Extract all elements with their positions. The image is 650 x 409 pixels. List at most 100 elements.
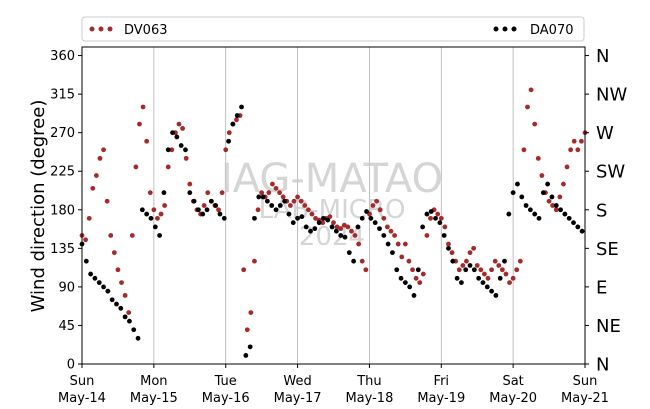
data-point xyxy=(485,275,491,281)
data-point xyxy=(333,228,339,234)
data-point xyxy=(514,267,520,273)
data-point xyxy=(97,155,103,161)
data-point xyxy=(496,263,502,268)
data-point xyxy=(313,215,318,221)
plot-area: IAG-MATAO LAB-MICRO 2024 xyxy=(79,46,588,365)
data-point xyxy=(273,207,279,213)
data-point xyxy=(139,207,145,213)
data-point xyxy=(144,211,150,217)
data-point xyxy=(208,198,214,204)
data-point xyxy=(165,147,171,153)
data-point xyxy=(217,211,223,217)
data-point xyxy=(456,267,462,273)
x-tick-day-label: Sun xyxy=(70,374,95,389)
data-point xyxy=(519,194,525,200)
data-point xyxy=(441,233,447,238)
x-tick-date-label: May-16 xyxy=(202,391,250,406)
data-point xyxy=(564,164,570,170)
series-dv063 xyxy=(79,87,588,333)
x-tick-day-label: Tue xyxy=(214,374,237,389)
data-point xyxy=(528,87,534,93)
data-point xyxy=(402,280,408,286)
data-point xyxy=(562,211,568,217)
data-point xyxy=(291,198,297,204)
data-point xyxy=(105,288,111,294)
data-point xyxy=(277,190,283,196)
data-point xyxy=(255,207,261,213)
data-point xyxy=(532,121,538,127)
x-tick-day-label: Sat xyxy=(502,374,523,389)
data-point xyxy=(437,220,443,226)
data-point xyxy=(557,194,563,200)
data-point xyxy=(372,220,378,226)
data-point xyxy=(507,280,512,286)
data-point xyxy=(256,194,262,200)
data-point xyxy=(96,280,102,286)
compass-label: S xyxy=(596,200,607,221)
data-point xyxy=(131,327,137,333)
data-point xyxy=(327,214,333,220)
data-point xyxy=(545,181,551,187)
compass-label: E xyxy=(596,277,607,298)
compass-label: W xyxy=(596,123,614,144)
data-point xyxy=(115,267,121,273)
data-point xyxy=(540,190,546,196)
data-point xyxy=(140,104,146,110)
data-point xyxy=(321,215,326,221)
data-point xyxy=(158,211,164,217)
data-point xyxy=(165,164,171,170)
data-point xyxy=(467,263,473,268)
data-point xyxy=(286,211,292,217)
data-point xyxy=(478,267,484,273)
data-point xyxy=(295,215,300,221)
compass-label: NE xyxy=(596,316,621,337)
data-point xyxy=(385,241,391,247)
data-point xyxy=(428,215,433,221)
data-point xyxy=(342,234,348,240)
data-point xyxy=(302,203,308,208)
data-point xyxy=(101,284,106,290)
y-tick-label: 225 xyxy=(50,165,75,180)
data-point xyxy=(464,258,469,264)
data-point xyxy=(489,288,494,294)
x-tick-day-label: Sun xyxy=(573,374,598,389)
data-point xyxy=(395,241,401,247)
data-point xyxy=(523,203,529,208)
data-point xyxy=(129,233,135,238)
data-point xyxy=(151,207,157,213)
compass-label: SW xyxy=(596,162,625,183)
data-point xyxy=(351,258,357,264)
data-point xyxy=(174,134,180,140)
data-point xyxy=(325,217,331,223)
data-point xyxy=(370,203,376,208)
data-point xyxy=(399,254,405,260)
x-gridlines xyxy=(153,47,514,364)
data-point xyxy=(359,215,365,221)
data-point xyxy=(234,117,239,123)
data-point xyxy=(550,203,556,208)
data-point xyxy=(392,233,397,238)
data-point xyxy=(273,185,279,191)
data-point xyxy=(104,198,110,204)
data-point xyxy=(568,147,574,153)
y-tick-label: 45 xyxy=(58,319,75,334)
x-tick-day-label: Fri xyxy=(434,374,450,389)
data-point xyxy=(196,207,201,213)
data-point xyxy=(133,164,139,170)
data-point xyxy=(101,147,106,153)
data-point xyxy=(517,258,523,264)
compass-axis: N NE E SE S SW W NW N xyxy=(585,46,627,376)
y-tick-label: 360 xyxy=(50,49,75,64)
data-point xyxy=(377,207,383,213)
legend: DV063 DA070 xyxy=(81,16,585,42)
data-point xyxy=(493,293,499,298)
data-point xyxy=(506,211,512,217)
data-point xyxy=(381,215,387,221)
data-point xyxy=(226,138,231,144)
data-point xyxy=(135,335,141,341)
data-point xyxy=(482,271,487,277)
data-point xyxy=(191,198,197,204)
data-point xyxy=(127,318,132,324)
data-point xyxy=(515,181,520,187)
data-point xyxy=(234,113,240,118)
